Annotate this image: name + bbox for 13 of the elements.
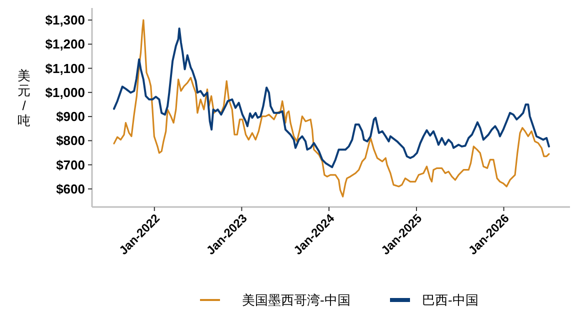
y-tick-label: $700: [56, 157, 85, 172]
legend-label: 巴西-中国: [422, 292, 478, 308]
line-series: [113, 19, 550, 198]
y-tick-label: $1,200: [45, 36, 85, 52]
y-tick-label: $1,300: [45, 12, 85, 28]
legend-label: 美国墨西哥湾-中国: [242, 292, 350, 308]
line-series: [113, 28, 550, 168]
y-tick-label: $900: [56, 109, 85, 124]
y-tick-label: $1,100: [45, 60, 85, 76]
y-tick-label: $1,000: [45, 84, 85, 100]
y-tick-label: $600: [56, 181, 85, 196]
y-axis-title: 美元/吨: [18, 68, 30, 128]
y-tick-label: $800: [56, 133, 85, 148]
